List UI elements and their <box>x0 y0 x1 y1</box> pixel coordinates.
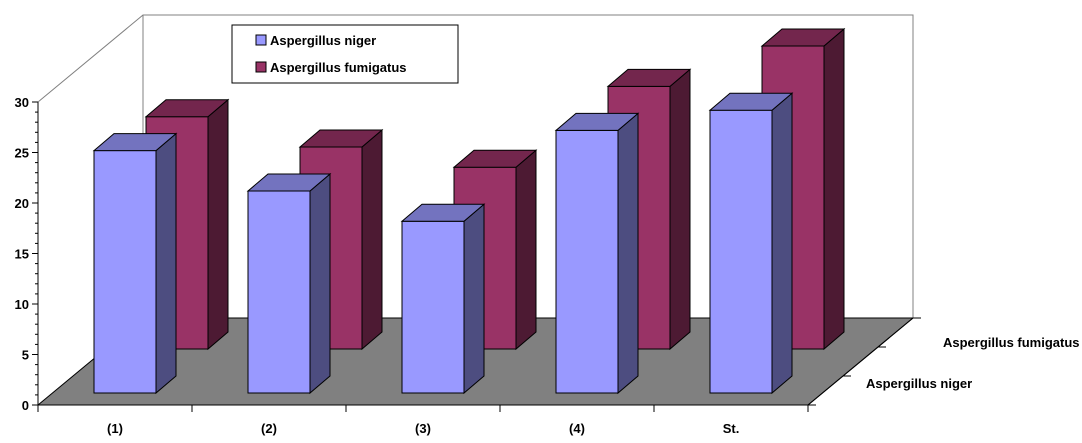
bar-top-face <box>554 112 640 131</box>
x-category-label: St. <box>723 421 740 436</box>
bar-side-face <box>463 203 485 395</box>
y-axis: 0 5 10 15 20 25 30 <box>15 95 39 413</box>
bar-side-face <box>361 128 383 351</box>
bar-front-face <box>247 190 311 394</box>
bar-side-face <box>515 149 537 351</box>
x-category-label: (3) <box>415 421 431 436</box>
legend-swatch <box>255 61 267 73</box>
bar-top-face <box>708 92 794 111</box>
bar-side-face <box>155 132 177 395</box>
legend: Aspergillus niger Aspergillus fumigatus <box>231 24 459 84</box>
bar-front-face <box>93 150 157 394</box>
bar-side-face <box>617 112 639 395</box>
y-tick-label: 25 <box>15 146 29 161</box>
bar-front-face <box>555 129 619 394</box>
x-category-label: (2) <box>261 421 277 436</box>
legend-label: Aspergillus niger <box>270 33 376 48</box>
bar-side-face <box>669 68 691 351</box>
x-category-label: (1) <box>107 421 123 436</box>
bar-side-face <box>309 172 331 395</box>
bar-side-face <box>207 98 229 351</box>
bar-side-face <box>823 27 845 351</box>
y-tick-label: 15 <box>15 247 29 262</box>
bar-niger <box>246 172 332 395</box>
y-tick-label: 20 <box>15 196 29 211</box>
y-tick-label: 30 <box>15 95 29 110</box>
bar-front-face <box>709 109 773 394</box>
bar-top-face <box>298 129 384 148</box>
bar-top-face <box>246 173 332 192</box>
x-axis: (1) (2) (3) (4) St. <box>37 404 809 436</box>
bar-niger <box>92 132 178 395</box>
bars <box>92 27 846 395</box>
y-tick-label: 0 <box>22 398 29 413</box>
bar-side-face <box>771 92 793 395</box>
bar-front-face <box>401 220 465 394</box>
y-tick-label: 10 <box>15 297 29 312</box>
depth-axis-line <box>807 317 914 406</box>
bar-niger <box>554 112 640 395</box>
bar-top-face <box>400 203 486 222</box>
depth-label-niger: Aspergillus niger <box>866 376 972 391</box>
legend-swatch <box>255 34 267 46</box>
y-tick-label: 5 <box>22 348 29 363</box>
depth-axis: Aspergillus fumigatus Aspergillus niger <box>807 317 1080 406</box>
back-wall-outline <box>37 14 914 318</box>
bar-top-face <box>760 28 846 47</box>
legend-label: Aspergillus fumigatus <box>270 60 407 75</box>
bar-niger <box>400 203 486 395</box>
bar-top-face <box>606 68 692 87</box>
bar-top-face <box>92 133 178 152</box>
depth-label-fumigatus: Aspergillus fumigatus <box>943 335 1080 350</box>
bar-top-face <box>144 99 230 118</box>
bar-top-face <box>452 149 538 168</box>
legend-box <box>231 24 459 84</box>
x-category-label: (4) <box>569 421 585 436</box>
bar-niger <box>708 92 794 395</box>
